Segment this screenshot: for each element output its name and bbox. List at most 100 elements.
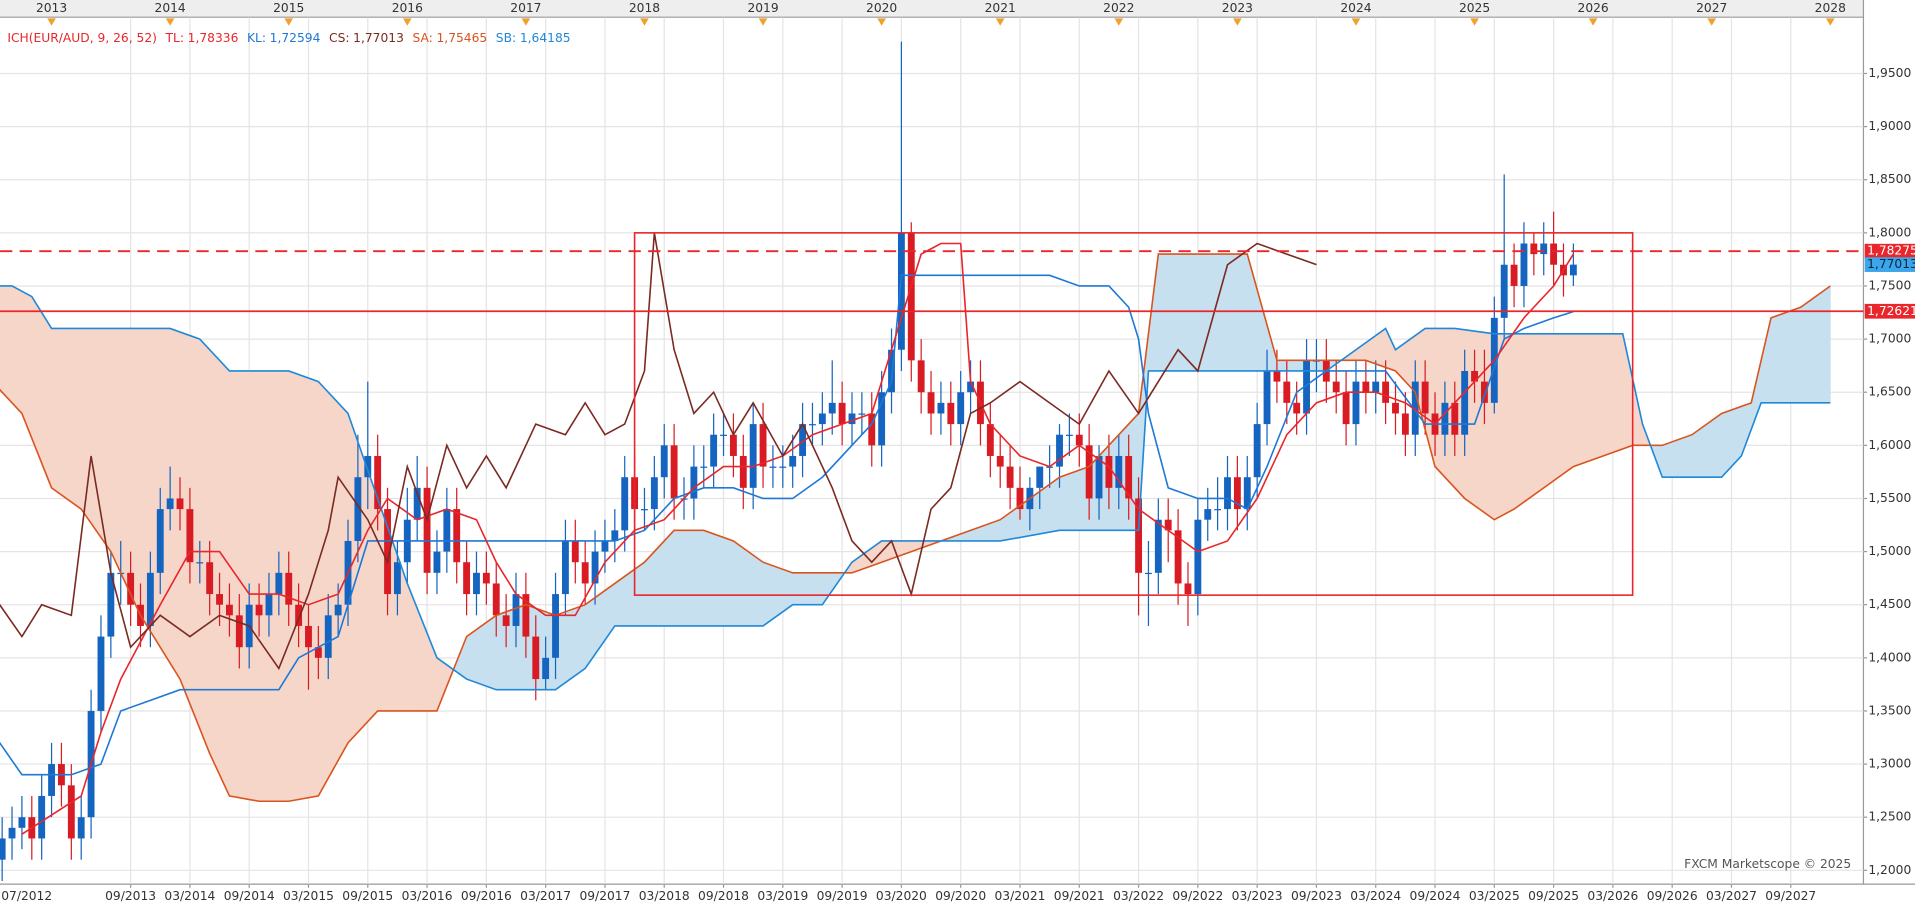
price-label-box — [1864, 243, 1915, 259]
candle-body — [739, 455, 747, 488]
candle-body — [334, 604, 342, 616]
year-marker — [995, 18, 1005, 26]
candle-body — [1125, 455, 1133, 499]
candle-body — [1115, 455, 1123, 488]
candle-body — [67, 785, 75, 839]
candle-body — [591, 551, 599, 584]
candle-body — [77, 817, 85, 839]
candle-body — [650, 477, 658, 510]
year-label: 2013 — [36, 1, 67, 15]
candle-body — [759, 424, 767, 467]
candle-body — [1372, 381, 1380, 393]
candle-body — [1362, 381, 1370, 393]
price-label: 1,78275 — [1867, 244, 1915, 258]
candle-body — [769, 466, 777, 468]
candle-body — [1569, 264, 1577, 276]
candle-body — [146, 572, 154, 626]
candle-body — [1145, 572, 1152, 575]
x-tick-label: 09/2021 — [1054, 889, 1105, 903]
x-tick-label: 09/2023 — [1291, 889, 1342, 903]
x-tick-label: 09/2016 — [461, 889, 512, 903]
x-tick-label: 03/2018 — [639, 889, 690, 903]
candle-body — [1065, 434, 1073, 436]
candle-body — [225, 604, 233, 616]
candle-body — [888, 349, 895, 393]
y-tick-label: 1,4000 — [1868, 650, 1911, 664]
candle-body — [1204, 509, 1212, 520]
x-tick-label: 09/2027 — [1765, 889, 1816, 903]
candle-body — [1342, 392, 1350, 425]
candle-body — [48, 764, 55, 796]
candle-body — [917, 360, 925, 393]
candle-body — [937, 402, 945, 414]
candle-body — [1441, 402, 1449, 435]
year-label: 2022 — [1103, 1, 1134, 15]
year-label: 2023 — [1222, 1, 1253, 15]
candle-body — [660, 445, 668, 478]
x-tick-label: 07/2012 — [1, 889, 52, 903]
x-tick-label: 03/2016 — [402, 889, 453, 903]
x-tick-label: 09/2017 — [579, 889, 630, 903]
candle-body — [986, 424, 994, 456]
x-tick-label: 09/2014 — [224, 889, 275, 903]
candle-body — [216, 594, 223, 605]
candle-body — [1233, 477, 1241, 510]
year-marker — [1351, 18, 1361, 26]
candle-body — [561, 540, 569, 595]
candle-body — [1273, 370, 1281, 382]
candle-body — [947, 402, 955, 425]
candle-body — [1451, 402, 1459, 435]
candle-body — [1194, 519, 1202, 595]
candle-body — [324, 615, 332, 658]
candle-body — [690, 466, 698, 499]
x-tick-label: 03/2026 — [1587, 889, 1638, 903]
year-marker — [47, 18, 56, 26]
candle-body — [156, 509, 164, 573]
candle-body — [502, 615, 510, 626]
candle-body — [611, 530, 619, 541]
candle-body — [700, 466, 708, 468]
candle-body — [354, 477, 362, 541]
year-marker — [284, 18, 294, 26]
candle-body — [305, 625, 312, 648]
year-marker — [1470, 18, 1479, 26]
x-tick-label: 03/2021 — [995, 889, 1046, 903]
candle-body — [127, 572, 135, 605]
candle-body — [1214, 509, 1222, 511]
y-tick-label: 1,3500 — [1868, 703, 1911, 717]
y-tick-label: 1,6500 — [1868, 385, 1911, 399]
candle-body — [1520, 243, 1528, 286]
legend-name: TL: — [165, 31, 184, 45]
candle-body — [838, 402, 846, 425]
x-tick-label: 03/2027 — [1706, 889, 1757, 903]
candle-body — [552, 594, 559, 658]
y-tick-label: 1,2500 — [1868, 810, 1911, 824]
year-marker — [1707, 18, 1717, 26]
candle-body — [196, 562, 204, 564]
y-tick-label: 1,8500 — [1868, 172, 1911, 186]
year-marker — [1826, 18, 1835, 26]
candle-body — [433, 551, 441, 573]
candle-body — [878, 392, 886, 446]
y-tick-label: 1,6000 — [1868, 438, 1911, 452]
x-tick-label: 03/2015 — [283, 889, 334, 903]
y-tick-label: 1,8000 — [1868, 225, 1911, 239]
x-tick-label: 09/2024 — [1410, 889, 1461, 903]
candle-body — [1253, 424, 1261, 478]
x-tick-label: 03/2023 — [1232, 889, 1283, 903]
year-marker — [758, 18, 768, 26]
candle-body — [1184, 583, 1192, 595]
candle-body — [670, 445, 678, 499]
candle-body — [275, 572, 283, 595]
candle-body — [374, 455, 382, 510]
candle-body — [1135, 498, 1143, 573]
candle-body — [97, 636, 105, 711]
candle-body — [532, 636, 540, 680]
candle-body — [1154, 519, 1162, 573]
x-tick-label: 03/2019 — [757, 889, 808, 903]
candle-body — [1075, 434, 1083, 446]
candle-body — [38, 795, 46, 839]
